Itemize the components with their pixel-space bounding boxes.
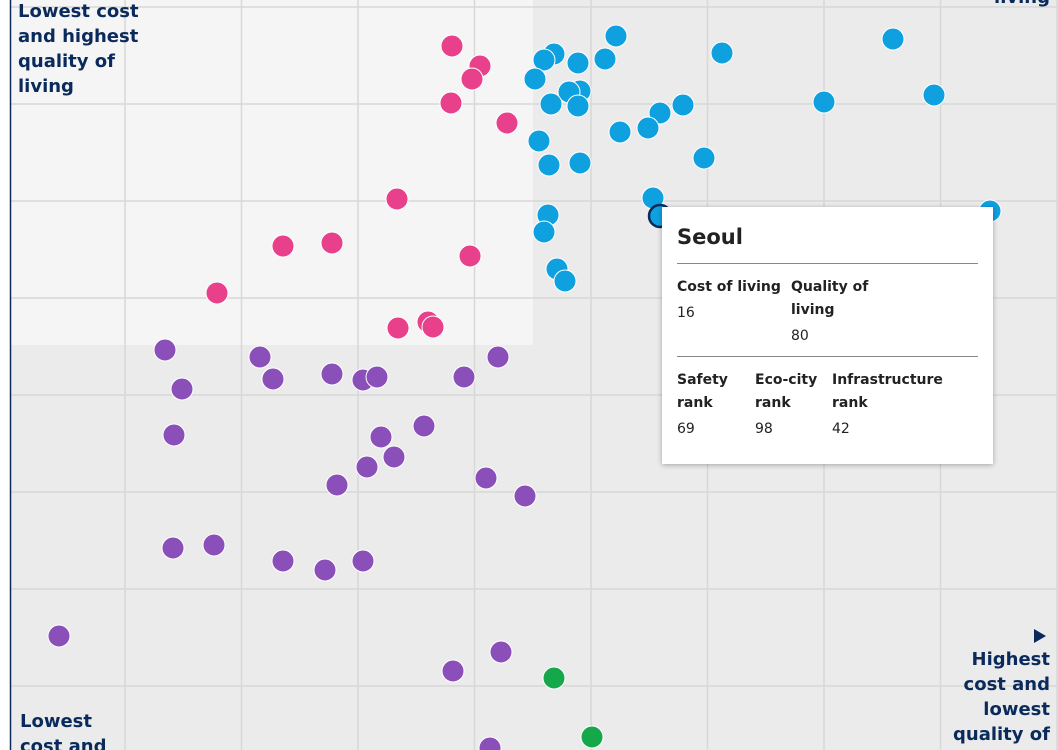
point: [365, 365, 389, 389]
field-label: Cost of living: [677, 279, 781, 295]
tooltip-field: Infrastructure rank 42: [832, 369, 972, 437]
point: [205, 281, 229, 305]
tooltip-field: Eco-city rank 98: [755, 369, 832, 437]
point: [566, 94, 590, 118]
point: [458, 244, 482, 268]
point: [439, 91, 463, 115]
field-value: 98: [755, 421, 773, 437]
point: [351, 549, 375, 573]
point: [325, 473, 349, 497]
point: [412, 414, 436, 438]
point: [604, 24, 628, 48]
point: [513, 484, 537, 508]
point: [170, 377, 194, 401]
point: [478, 736, 502, 750]
point: [441, 659, 465, 683]
field-label: Quality of living: [791, 279, 869, 318]
corner-label: quality of: [953, 724, 1050, 745]
corner-label: cost and: [20, 736, 106, 750]
point: [320, 231, 344, 255]
corner-label: Lowest: [20, 711, 92, 732]
point: [355, 455, 379, 479]
point: [369, 425, 393, 449]
field-label: Eco-city rank: [755, 372, 818, 411]
tooltip-group: Cost of living 16 Quality of living 80: [677, 264, 978, 356]
corner-label: Lowest cost: [18, 1, 139, 22]
arrow: [1034, 629, 1046, 643]
corner-label: lowest: [983, 699, 1050, 720]
point: [452, 365, 476, 389]
tooltip-field: Safety rank 69: [677, 369, 755, 437]
point: [271, 234, 295, 258]
point: [162, 423, 186, 447]
point: [553, 269, 577, 293]
point: [532, 220, 556, 244]
field-label: Infrastructure rank: [832, 372, 943, 411]
corner-label: Highest: [972, 649, 1051, 670]
point: [153, 338, 177, 362]
point: [566, 51, 590, 75]
quadrant-shade: [10, 0, 533, 345]
point: [271, 549, 295, 573]
point: [248, 345, 272, 369]
field-value: 42: [832, 421, 850, 437]
point: [460, 67, 484, 91]
points: [47, 24, 1002, 750]
point: [532, 48, 556, 72]
field-value: 69: [677, 421, 695, 437]
point: [386, 316, 410, 340]
point: [922, 83, 946, 107]
tooltip-title: Seoul: [677, 225, 978, 264]
point: [710, 41, 734, 65]
point: [608, 120, 632, 144]
corner-label: cost and: [964, 674, 1050, 695]
field-label: Safety rank: [677, 372, 728, 411]
corner-label: living: [994, 0, 1050, 8]
point: [261, 367, 285, 391]
point: [161, 536, 185, 560]
point: [421, 315, 445, 339]
point: [527, 129, 551, 153]
tooltip-field: Quality of living 80: [791, 276, 905, 344]
point: [313, 558, 337, 582]
annotations: Lowest cost and highest quality of living li…: [18, 0, 1050, 750]
corner-label: quality of: [18, 51, 115, 72]
point: [486, 345, 510, 369]
point: [593, 47, 617, 71]
point: [382, 445, 406, 469]
point: [47, 624, 71, 648]
point: [539, 92, 563, 116]
point: [671, 93, 695, 117]
point: [568, 151, 592, 175]
point: [692, 146, 716, 170]
point: [881, 27, 905, 51]
point: [523, 67, 547, 91]
point: [495, 111, 519, 135]
point: [474, 466, 498, 490]
point: [202, 533, 226, 557]
point: [489, 640, 513, 664]
point: [537, 153, 561, 177]
point: [320, 362, 344, 386]
point: [636, 116, 660, 140]
tooltip-group: Safety rank 69 Eco-city rank 98 Infrastructu…: [677, 356, 978, 449]
point: [542, 666, 566, 690]
point: [648, 101, 672, 125]
point: [580, 725, 604, 749]
point: [812, 90, 836, 114]
point: [385, 187, 409, 211]
field-value: 16: [677, 305, 695, 321]
point: [440, 34, 464, 58]
corner-label: and highest: [18, 26, 139, 47]
tooltip-field: Cost of living 16: [677, 276, 791, 344]
field-value: 80: [791, 328, 809, 344]
tooltip: Seoul Cost of living 16 Quality of living 8…: [662, 207, 993, 464]
corner-label: living: [18, 76, 74, 97]
